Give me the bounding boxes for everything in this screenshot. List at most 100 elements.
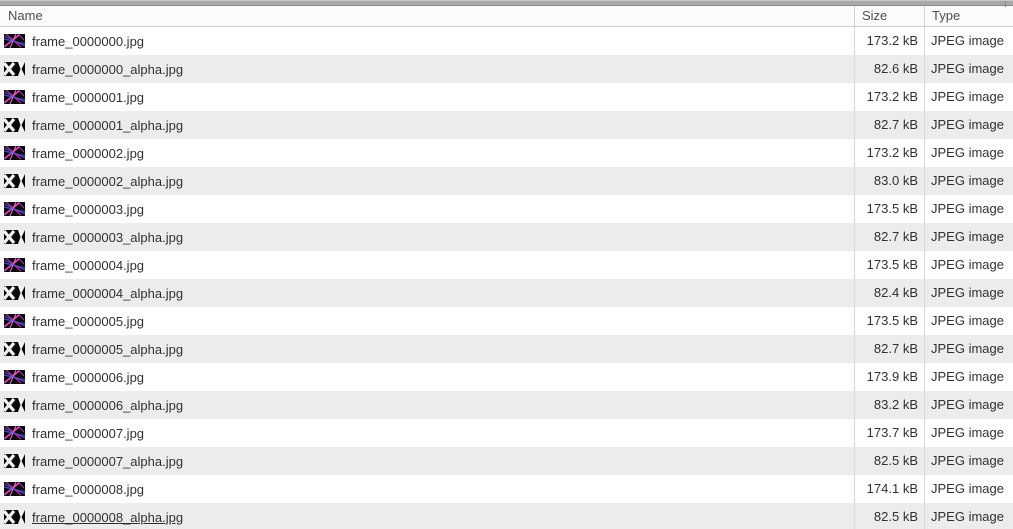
file-type-cell: JPEG image (931, 201, 1004, 216)
file-name-label: frame_0000003.jpg (32, 201, 145, 217)
file-row[interactable]: frame_0000003_alpha.jpg 82.7 kB JPEG ima… (0, 223, 1013, 251)
file-name-label: frame_0000006.jpg (32, 369, 145, 385)
file-name-label: frame_0000004_alpha.jpg (32, 285, 184, 301)
frame-thumbnail-icon (4, 202, 25, 216)
file-size-cell: 173.2 kB (855, 83, 925, 111)
column-header-row: Name Size Type (0, 6, 1013, 27)
file-name-cell: frame_0000008.jpg (0, 475, 855, 503)
file-name-cell: frame_0000007_alpha.jpg (0, 447, 855, 475)
file-size-cell: 173.2 kB (855, 139, 925, 167)
file-row[interactable]: frame_0000001.jpg 173.2 kB JPEG image (0, 83, 1013, 111)
file-row[interactable]: frame_0000007.jpg 173.7 kB JPEG image (0, 419, 1013, 447)
toolbar-edge-strip (0, 0, 1013, 7)
file-name-label: frame_0000002_alpha.jpg (32, 173, 184, 189)
file-size-cell: 82.6 kB (855, 55, 925, 83)
file-name-label: frame_0000008_alpha.jpg (32, 509, 184, 525)
alpha-thumbnail-icon (4, 286, 25, 300)
file-size-cell: 82.5 kB (855, 503, 925, 529)
file-name-cell: frame_0000002_alpha.jpg (0, 167, 855, 195)
file-name-cell: frame_0000007.jpg (0, 419, 855, 447)
file-name-cell: frame_0000000.jpg (0, 27, 855, 55)
file-name-label: frame_0000005.jpg (32, 313, 145, 329)
alpha-thumbnail-icon (4, 454, 25, 468)
file-row[interactable]: frame_0000007_alpha.jpg 82.5 kB JPEG ima… (0, 447, 1013, 475)
file-type-cell: JPEG image (931, 453, 1004, 468)
file-type-cell: JPEG image (931, 369, 1004, 384)
file-name-cell: frame_0000001.jpg (0, 83, 855, 111)
file-type-cell: JPEG image (931, 425, 1004, 440)
file-size-cell: 173.2 kB (855, 27, 925, 55)
file-type-cell: JPEG image (931, 257, 1004, 272)
file-row[interactable]: frame_0000006_alpha.jpg 83.2 kB JPEG ima… (0, 391, 1013, 419)
file-size-cell: 83.0 kB (855, 167, 925, 195)
toolbar-edge-notch (1005, 1, 1006, 7)
alpha-thumbnail-icon (4, 230, 25, 244)
file-row[interactable]: frame_0000005_alpha.jpg 82.7 kB JPEG ima… (0, 335, 1013, 363)
alpha-thumbnail-icon (4, 510, 25, 524)
file-name-label: frame_0000003_alpha.jpg (32, 229, 184, 245)
alpha-thumbnail-icon (4, 174, 25, 188)
file-row[interactable]: frame_0000004_alpha.jpg 82.4 kB JPEG ima… (0, 279, 1013, 307)
frame-thumbnail-icon (4, 34, 25, 48)
file-row[interactable]: frame_0000003.jpg 173.5 kB JPEG image (0, 195, 1013, 223)
frame-thumbnail-icon (4, 146, 25, 160)
file-row[interactable]: frame_0000002_alpha.jpg 83.0 kB JPEG ima… (0, 167, 1013, 195)
file-size-cell: 82.7 kB (855, 111, 925, 139)
file-name-label: frame_0000006_alpha.jpg (32, 397, 184, 413)
file-name-label: frame_0000001.jpg (32, 89, 145, 105)
frame-thumbnail-icon (4, 90, 25, 104)
frame-thumbnail-icon (4, 314, 25, 328)
file-row[interactable]: frame_0000008.jpg 174.1 kB JPEG image (0, 475, 1013, 503)
frame-thumbnail-icon (4, 370, 25, 384)
file-name-label: frame_0000008.jpg (32, 481, 145, 497)
file-name-cell: frame_0000003.jpg (0, 195, 855, 223)
file-name-label: frame_0000002.jpg (32, 145, 145, 161)
file-row[interactable]: frame_0000000.jpg 173.2 kB JPEG image (0, 27, 1013, 55)
file-size-cell: 173.5 kB (855, 251, 925, 279)
file-size-cell: 173.5 kB (855, 195, 925, 223)
file-row[interactable]: frame_0000005.jpg 173.5 kB JPEG image (0, 307, 1013, 335)
alpha-thumbnail-icon (4, 62, 25, 76)
file-name-label: frame_0000004.jpg (32, 257, 145, 273)
file-type-cell: JPEG image (931, 229, 1004, 244)
file-name-label: frame_0000000_alpha.jpg (32, 61, 184, 77)
file-row[interactable]: frame_0000008_alpha.jpg 82.5 kB JPEG ima… (0, 503, 1013, 529)
column-header-name[interactable]: Name (0, 6, 855, 26)
frame-thumbnail-icon (4, 258, 25, 272)
file-row[interactable]: frame_0000004.jpg 173.5 kB JPEG image (0, 251, 1013, 279)
file-row[interactable]: frame_0000002.jpg 173.2 kB JPEG image (0, 139, 1013, 167)
file-row[interactable]: frame_0000006.jpg 173.9 kB JPEG image (0, 363, 1013, 391)
file-name-cell: frame_0000008_alpha.jpg (0, 503, 855, 529)
file-size-cell: 173.9 kB (855, 363, 925, 391)
file-type-cell: JPEG image (931, 89, 1004, 104)
file-type-cell: JPEG image (931, 397, 1004, 412)
file-size-cell: 173.5 kB (855, 307, 925, 335)
file-type-cell: JPEG image (931, 481, 1004, 496)
file-name-cell: frame_0000004.jpg (0, 251, 855, 279)
file-name-cell: frame_0000005.jpg (0, 307, 855, 335)
file-type-cell: JPEG image (931, 173, 1004, 188)
file-name-label: frame_0000005_alpha.jpg (32, 341, 184, 357)
file-type-cell: JPEG image (931, 341, 1004, 356)
file-type-cell: JPEG image (931, 61, 1004, 76)
file-name-cell: frame_0000004_alpha.jpg (0, 279, 855, 307)
column-header-size[interactable]: Size (855, 6, 925, 26)
file-name-cell: frame_0000002.jpg (0, 139, 855, 167)
file-row[interactable]: frame_0000001_alpha.jpg 82.7 kB JPEG ima… (0, 111, 1013, 139)
file-name-label: frame_0000001_alpha.jpg (32, 117, 184, 133)
file-size-cell: 82.4 kB (855, 279, 925, 307)
file-name-cell: frame_0000001_alpha.jpg (0, 111, 855, 139)
file-size-cell: 82.5 kB (855, 447, 925, 475)
file-size-cell: 82.7 kB (855, 223, 925, 251)
file-list: frame_0000000.jpg 173.2 kB JPEG image fr… (0, 27, 1013, 529)
file-type-cell: JPEG image (931, 117, 1004, 132)
frame-thumbnail-icon (4, 426, 25, 440)
file-size-cell: 83.2 kB (855, 391, 925, 419)
file-type-cell: JPEG image (931, 145, 1004, 160)
file-size-cell: 82.7 kB (855, 335, 925, 363)
frame-thumbnail-icon (4, 482, 25, 496)
file-row[interactable]: frame_0000000_alpha.jpg 82.6 kB JPEG ima… (0, 55, 1013, 83)
column-header-type[interactable]: Type (932, 8, 961, 23)
alpha-thumbnail-icon (4, 118, 25, 132)
file-name-label: frame_0000007.jpg (32, 425, 145, 441)
